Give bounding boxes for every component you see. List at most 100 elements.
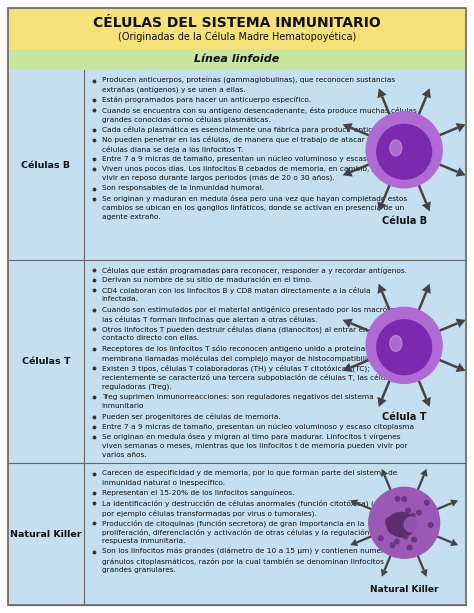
Text: Existen 3 tipos, células T colaboradoras (TH) y células T citotóxicas (TC);: Existen 3 tipos, células T colaboradoras… <box>101 365 369 373</box>
Circle shape <box>406 508 410 512</box>
Text: Producen anticuerpos, proteínas (gammaglobulinas), que reconocen sustancias: Producen anticuerpos, proteínas (gammagl… <box>101 77 395 84</box>
Ellipse shape <box>390 335 402 351</box>
Bar <box>8 48 466 70</box>
Text: Cuando son estimulados por el material antigénico presentado por los macrófagos,: Cuando son estimulados por el material a… <box>101 306 409 313</box>
Circle shape <box>403 535 408 539</box>
Text: Otros linfocitos T pueden destruir células diana (dianocitos) al entrar en: Otros linfocitos T pueden destruir célul… <box>101 326 367 333</box>
Polygon shape <box>422 397 431 407</box>
Text: Representan el 15-20% de los linfocitos sanguíneos.: Representan el 15-20% de los linfocitos … <box>101 490 294 497</box>
Text: membrana llamadas moléculas del complejo mayor de histocompatibilidad.: membrana llamadas moléculas del complejo… <box>101 355 383 362</box>
Text: Treg suprimen inmunorreacciones: son reguladores negativos del sistema: Treg suprimen inmunorreacciones: son reg… <box>101 394 374 400</box>
Text: extrañas (antígenos) y se unen a ellas.: extrañas (antígenos) y se unen a ellas. <box>101 86 245 94</box>
Polygon shape <box>377 397 387 407</box>
Text: agente extraño.: agente extraño. <box>101 214 160 220</box>
Polygon shape <box>343 363 353 372</box>
Polygon shape <box>420 469 428 477</box>
Polygon shape <box>343 167 353 177</box>
Text: Se originan y maduran en medula ósea pero una vez que hayan completado estos: Se originan y maduran en medula ósea per… <box>101 195 407 202</box>
Text: Línea linfoide: Línea linfoide <box>194 55 280 64</box>
Text: por ejemplo células transformadas por virus o tumorales).: por ejemplo células transformadas por vi… <box>101 509 317 517</box>
Circle shape <box>366 112 442 188</box>
Circle shape <box>386 518 391 522</box>
Circle shape <box>425 500 429 505</box>
Ellipse shape <box>387 512 416 536</box>
Polygon shape <box>450 500 458 507</box>
Circle shape <box>395 497 400 501</box>
Bar <box>8 260 466 463</box>
Polygon shape <box>422 201 431 211</box>
Text: Pueden ser progenitores de células de memoria.: Pueden ser progenitores de células de me… <box>101 414 280 421</box>
Bar <box>8 8 466 48</box>
Text: Cada célula plasmática es esencialmente una fábrica para producir anticuerpos.: Cada célula plasmática es esencialmente … <box>101 126 399 133</box>
Text: Viven unos pocos días. Los linfocitos B cebados de memoria, en cambio, pueden: Viven unos pocos días. Los linfocitos B … <box>101 166 399 172</box>
Text: Entre 7 a 9 micras de tamaño, presentan un núcleo voluminoso y escaso citoplasma: Entre 7 a 9 micras de tamaño, presentan … <box>101 156 416 162</box>
Polygon shape <box>377 284 387 294</box>
Text: Son responsables de la inmunidad humoral.: Son responsables de la inmunidad humoral… <box>101 185 264 191</box>
Polygon shape <box>381 569 388 577</box>
Circle shape <box>395 519 400 524</box>
Circle shape <box>399 533 403 538</box>
Text: Células B: Células B <box>21 161 70 170</box>
Circle shape <box>385 520 390 525</box>
Text: Derivan su nombre de su sitio de maduración en el timo.: Derivan su nombre de su sitio de madurac… <box>101 277 312 283</box>
Polygon shape <box>350 500 358 507</box>
Polygon shape <box>456 167 466 177</box>
Text: inmunidad natural o inespecífico.: inmunidad natural o inespecífico. <box>101 480 225 486</box>
Text: Carecen de especificidad y de memoria, por lo que forman parte del sistema de: Carecen de especificidad y de memoria, p… <box>101 470 397 476</box>
Circle shape <box>411 519 416 524</box>
Text: Están programados para hacer un anticuerpo específico.: Están programados para hacer un anticuer… <box>101 97 310 103</box>
Text: Células que están programadas para reconocer, responder a y recordar antígenos.: Células que están programadas para recon… <box>101 267 407 274</box>
Text: varios años.: varios años. <box>101 452 146 459</box>
Circle shape <box>417 510 421 515</box>
Text: células diana se deja a los linfocitos T.: células diana se deja a los linfocitos T… <box>101 146 243 153</box>
Circle shape <box>410 513 415 518</box>
Text: viven semanas o meses, mientras que los linfocitos t de memoria pueden vivir por: viven semanas o meses, mientras que los … <box>101 443 407 449</box>
Circle shape <box>366 307 442 383</box>
Text: (Originadas de la Célula Madre Hematopoyética): (Originadas de la Célula Madre Hematopoy… <box>118 32 356 42</box>
Polygon shape <box>456 363 466 372</box>
Text: inmunitario: inmunitario <box>101 403 144 409</box>
Polygon shape <box>422 284 431 294</box>
Circle shape <box>428 523 433 527</box>
Text: Son los linfocitos más grandes (diámetro de 10 a 15 µm) y contienen numerosos: Son los linfocitos más grandes (diámetro… <box>101 548 400 555</box>
Text: proliferación, diferenciación y activación de otras células y la regulación de l: proliferación, diferenciación y activaci… <box>101 529 390 536</box>
Text: respuesta inmunitaria.: respuesta inmunitaria. <box>101 538 185 544</box>
Text: CD4 colaboran con los linfocitos B y CD8 matan directamente a la célula: CD4 colaboran con los linfocitos B y CD8… <box>101 287 370 294</box>
Text: Cuando se encuentra con su antígeno desencadenante, ésta produce muchas células: Cuando se encuentra con su antígeno dese… <box>101 107 416 113</box>
Text: Natural Killer: Natural Killer <box>10 530 82 539</box>
Text: Se originan en medula ósea y migran al timo para madurar. Linfocitos t vírgenes: Se originan en medula ósea y migran al t… <box>101 433 400 441</box>
Circle shape <box>377 124 431 179</box>
Polygon shape <box>450 539 458 546</box>
Text: gránulos citoplasmáticos, razón por la cual también se denominan linfocitos: gránulos citoplasmáticos, razón por la c… <box>101 558 383 565</box>
Bar <box>8 70 466 260</box>
Polygon shape <box>456 319 466 328</box>
Circle shape <box>387 523 392 528</box>
Text: Producción de citoquinas (función secretora) de gran importancia en la: Producción de citoquinas (función secret… <box>101 519 364 527</box>
Text: La identificación y destrucción de células anormales (función citotóxica) (como: La identificación y destrucción de célul… <box>101 500 394 507</box>
Text: Entre 7 a 9 micras de tamaño, presentan un núcleo voluminoso y escaso citoplasma: Entre 7 a 9 micras de tamaño, presentan … <box>101 424 414 430</box>
Text: reguladoras (Treg).: reguladoras (Treg). <box>101 384 171 390</box>
Circle shape <box>390 543 395 548</box>
Polygon shape <box>422 88 431 98</box>
Circle shape <box>412 537 416 542</box>
Text: grandes conocidas como células plasmáticas.: grandes conocidas como células plasmátic… <box>101 116 270 123</box>
Polygon shape <box>343 123 353 132</box>
Circle shape <box>394 539 399 544</box>
Circle shape <box>402 497 407 501</box>
Text: CÉLULAS DEL SISTEMA INMUNITARIO: CÉLULAS DEL SISTEMA INMUNITARIO <box>93 17 381 31</box>
Polygon shape <box>381 469 388 477</box>
Polygon shape <box>343 319 353 328</box>
Circle shape <box>389 520 394 525</box>
Ellipse shape <box>404 517 419 532</box>
Circle shape <box>377 320 431 375</box>
Text: Células T: Células T <box>21 357 70 366</box>
Text: las células T forman linfocinas que alertan a otras células.: las células T forman linfocinas que aler… <box>101 316 317 323</box>
Polygon shape <box>350 539 358 546</box>
Polygon shape <box>377 88 387 98</box>
Text: Célula B: Célula B <box>382 216 427 226</box>
Text: No pueden penetrar en las células, de manera que el trabajo de atacar estas: No pueden penetrar en las células, de ma… <box>101 136 386 143</box>
Ellipse shape <box>390 140 402 156</box>
Text: vivir en reposo durante largos periodos (más de 20 o 30 años).: vivir en reposo durante largos periodos … <box>101 175 334 182</box>
Polygon shape <box>456 123 466 132</box>
Bar <box>8 463 466 605</box>
